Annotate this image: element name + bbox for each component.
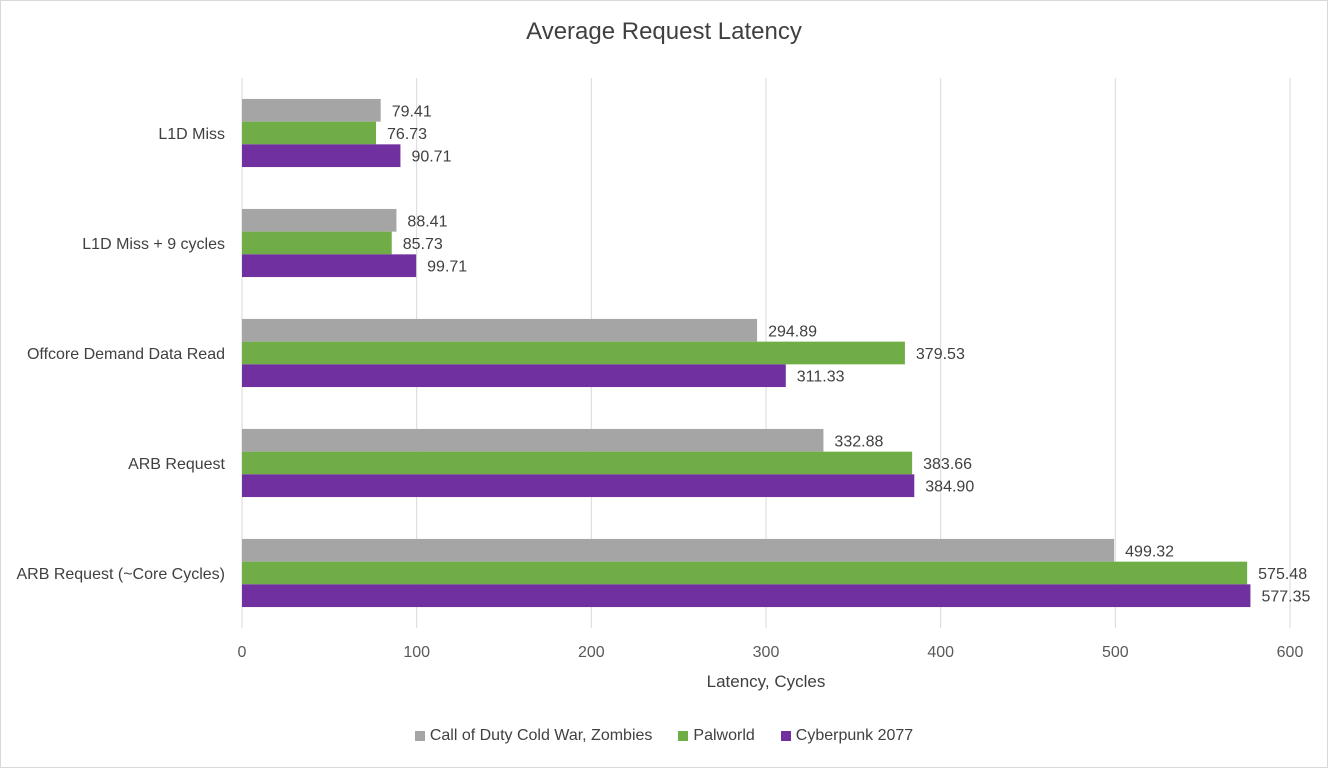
legend-item-series-2: Cyberpunk 2077: [780, 727, 914, 745]
category-label-0: L1D Miss: [158, 126, 225, 143]
legend-label-series-0: Call of Duty Cold War, Zombies: [429, 727, 653, 744]
x-tick-label-5: 500: [1102, 644, 1129, 661]
data-label-1-1: 85.73: [403, 236, 443, 253]
bar-2-0: [242, 144, 401, 168]
data-label-0-1: 88.41: [407, 213, 447, 230]
data-label-2-4: 577.35: [1261, 589, 1310, 606]
x-tick-label-1: 100: [403, 644, 430, 661]
x-tick-label-2: 200: [578, 644, 605, 661]
bar-0-3: [242, 428, 824, 452]
x-axis-title: Latency, Cycles: [706, 672, 826, 691]
data-label-1-4: 575.48: [1258, 566, 1307, 583]
data-label-2-3: 384.90: [925, 479, 974, 496]
x-tick-label-3: 300: [753, 644, 780, 661]
legend-label-series-1: Palworld: [693, 727, 755, 744]
bar-0-4: [242, 538, 1115, 562]
bar-2-1: [242, 254, 417, 278]
data-label-0-4: 499.32: [1125, 543, 1174, 560]
bar-0-2: [242, 318, 758, 342]
category-label-3: ARB Request: [128, 456, 225, 473]
data-label-2-1: 99.71: [427, 259, 467, 276]
legend-swatch-series-2: [780, 731, 791, 741]
chart-title: Average Request Latency: [526, 18, 802, 45]
legend: Call of Duty Cold War, Zombies Palworld …: [0, 727, 1328, 745]
bar-0-0: [242, 98, 381, 122]
data-label-2-0: 90.71: [411, 149, 451, 166]
bar-1-1: [242, 231, 392, 255]
x-tick-label-0: 0: [238, 644, 247, 661]
bar-1-0: [242, 121, 377, 145]
legend-label-series-2: Cyberpunk 2077: [795, 727, 914, 744]
category-label-2: Offcore Demand Data Read: [27, 346, 225, 363]
data-label-0-3: 332.88: [834, 433, 883, 450]
bar-0-1: [242, 208, 397, 232]
x-tick-label-6: 600: [1277, 644, 1304, 661]
data-label-0-2: 294.89: [768, 323, 817, 340]
category-label-1: L1D Miss + 9 cycles: [82, 236, 225, 253]
legend-swatch-series-0: [414, 731, 425, 741]
bar-2-4: [242, 584, 1251, 608]
data-label-0-0: 79.41: [392, 103, 432, 120]
data-label-1-3: 383.66: [923, 456, 972, 473]
legend-item-series-1: Palworld: [678, 727, 755, 745]
data-label-1-2: 379.53: [916, 346, 965, 363]
x-tick-label-4: 400: [927, 644, 954, 661]
bar-1-3: [242, 451, 913, 475]
bar-2-2: [242, 364, 786, 388]
data-label-2-2: 311.33: [797, 369, 845, 386]
bar-1-2: [242, 341, 905, 365]
bar-1-4: [242, 561, 1248, 585]
legend-swatch-series-1: [678, 731, 689, 741]
bar-2-3: [242, 474, 915, 498]
legend-item-series-0: Call of Duty Cold War, Zombies: [414, 727, 653, 745]
category-label-4: ARB Request (~Core Cycles): [16, 566, 225, 583]
data-label-1-0: 76.73: [387, 126, 427, 143]
